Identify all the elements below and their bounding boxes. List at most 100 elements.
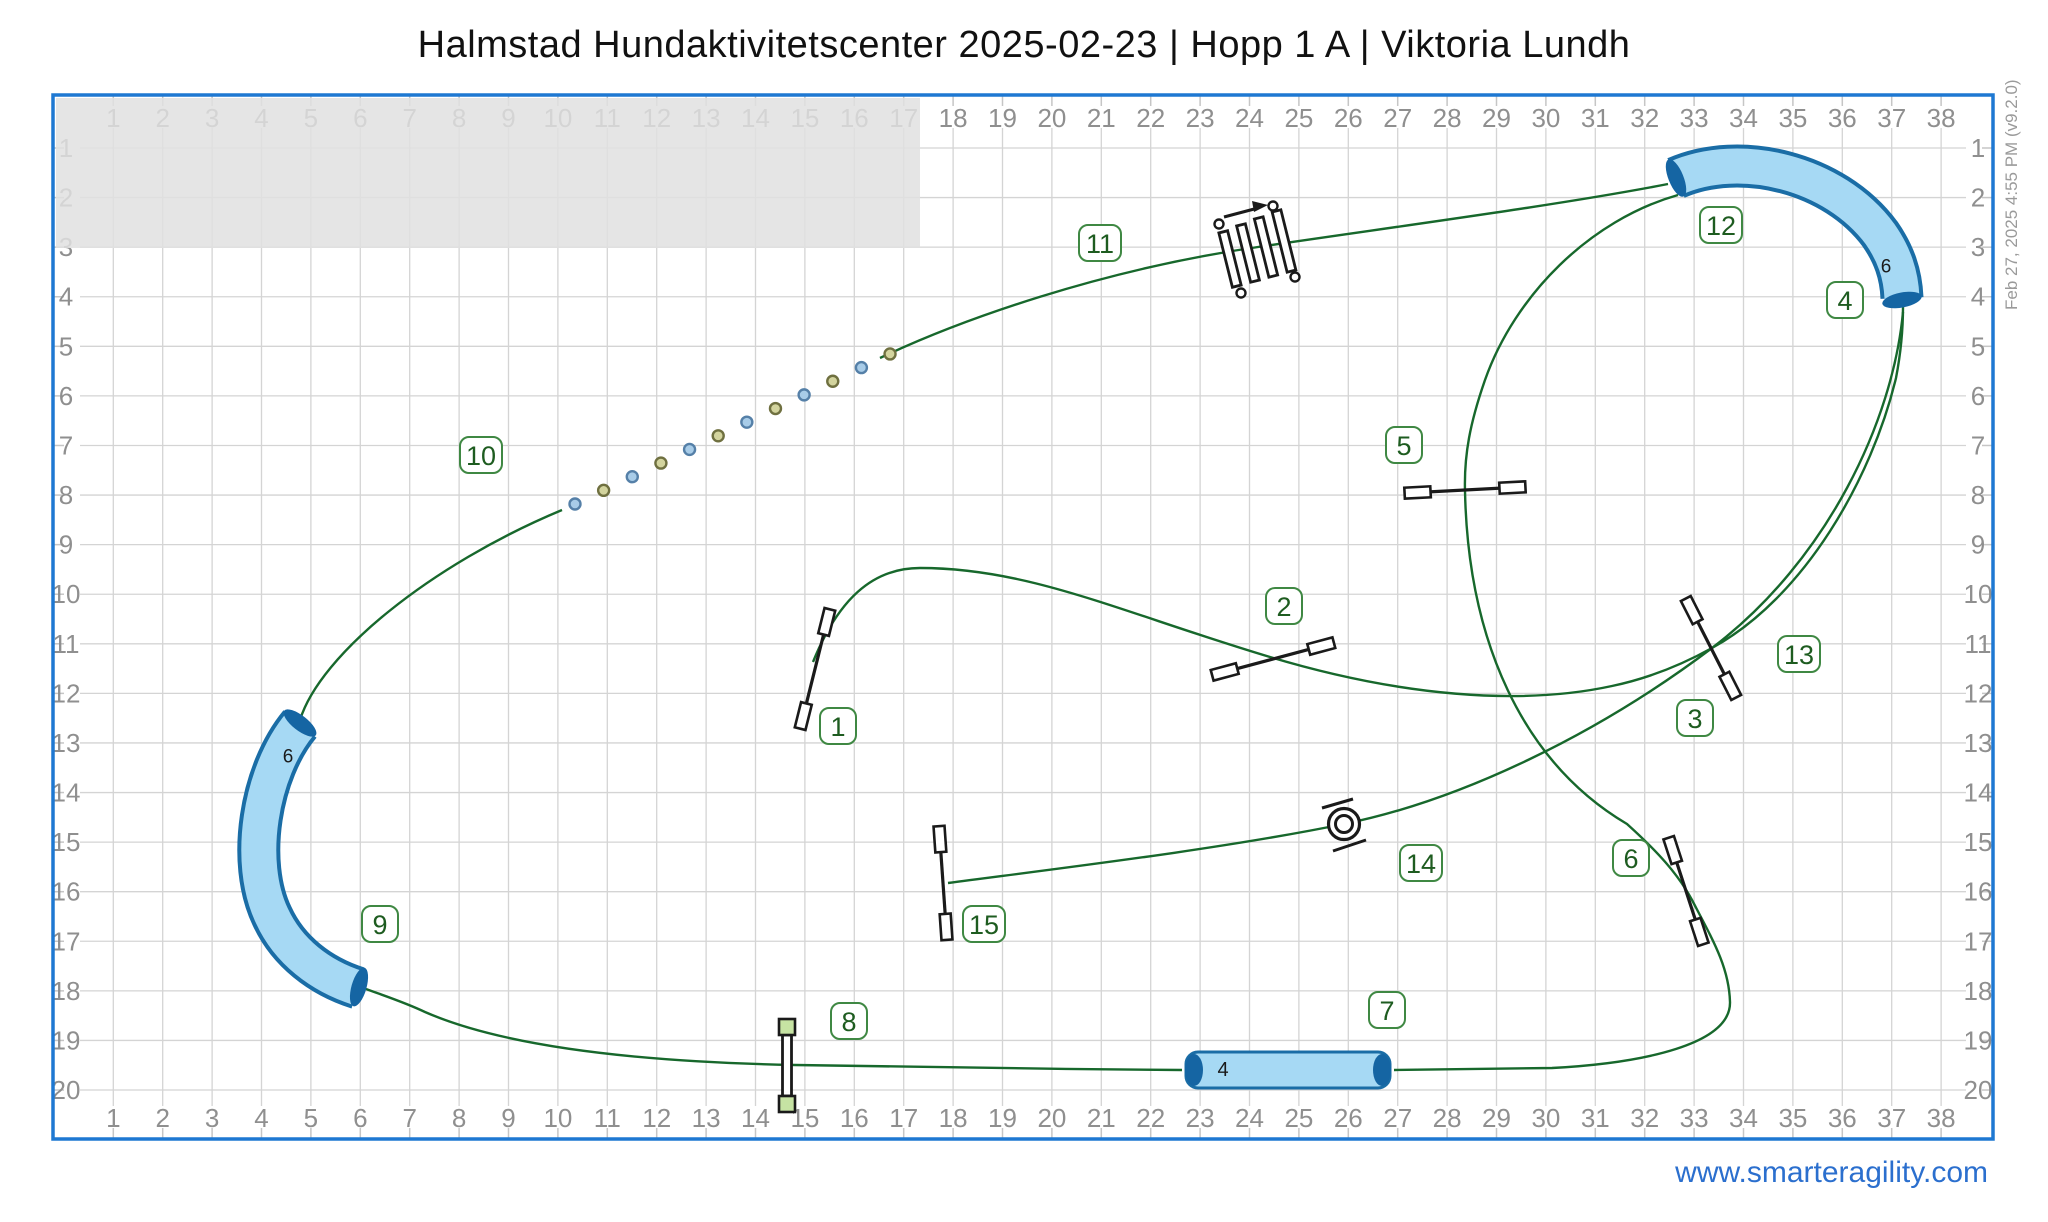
axis-label-right: 12 (1964, 678, 1993, 708)
axis-label-bottom: 6 (353, 1103, 367, 1133)
axis-label-bottom: 35 (1778, 1103, 1807, 1133)
axis-label-top: 20 (1037, 103, 1066, 133)
axis-label-right: 11 (1965, 629, 1992, 659)
axis-label-bottom: 30 (1531, 1103, 1560, 1133)
axis-label-bottom: 23 (1186, 1103, 1215, 1133)
axis-label-left: 7 (59, 430, 73, 460)
obstacle-label-number: 13 (1784, 640, 1814, 670)
obstacle-label-box (830, 1002, 868, 1040)
axis-label-right: 9 (1971, 530, 1985, 560)
jump-8-bar (781, 1033, 793, 1098)
axis-label-right: 16 (1964, 877, 1993, 907)
weave-pole (740, 415, 754, 429)
long-jump-slat (1234, 222, 1262, 284)
obstacle-label-number: 15 (969, 910, 999, 940)
axis-label-left: 13 (52, 728, 81, 758)
direction-arrow-head (1252, 201, 1268, 212)
axis-label-top: 23 (1186, 103, 1215, 133)
axis-label-bottom: 2 (155, 1103, 169, 1133)
long-jump-slat (1252, 215, 1280, 279)
axis-label-bottom: 10 (543, 1103, 572, 1133)
axis-label-right: 13 (1964, 728, 1993, 758)
obstacle-label-box (1265, 587, 1303, 625)
axis-label-left: 18 (52, 976, 81, 1006)
axis-label-top: 22 (1136, 103, 1165, 133)
obstacle-label-9: 9 (361, 905, 399, 943)
jump-1-wing (793, 700, 814, 732)
axis-label-bottom: 26 (1334, 1103, 1363, 1133)
tunnel-12-4-length-label: 6 (1881, 257, 1892, 278)
obstacle-label-15: 15 (962, 905, 1006, 943)
axis-label-top: 25 (1284, 103, 1313, 133)
axis-label-bottom: 7 (402, 1103, 416, 1133)
path-12-to-15 (947, 311, 1905, 885)
obstacle-label-box (1368, 991, 1406, 1029)
obstacle-label-box (361, 905, 399, 943)
obstacle-label-number: 12 (1706, 211, 1736, 241)
axis-label-bottom: 3 (205, 1103, 219, 1133)
tire-jump-14 (1321, 797, 1367, 853)
weave-pole (568, 497, 582, 511)
tunnel-9-mouth (283, 709, 317, 737)
axis-label-right: 17 (1964, 926, 1993, 956)
jump-15-wing (932, 824, 948, 854)
obstacle-label-8: 8 (830, 1002, 868, 1040)
axis-label-bottom: 11 (594, 1103, 621, 1133)
axis-label-left: 9 (59, 530, 73, 560)
weave-pole (625, 470, 639, 484)
axis-label-left: 12 (52, 678, 81, 708)
long-jump-corner-pole (1289, 271, 1301, 283)
axis-label-right: 3 (1971, 232, 1985, 262)
course-path (298, 182, 1905, 1072)
jump-15-wing (938, 912, 954, 942)
axis-label-bottom: 33 (1680, 1103, 1709, 1133)
field-border (51, 93, 1995, 1141)
jump-5-wing (1402, 484, 1433, 501)
print-timestamp-note: Feb 27, 2025 4:55 PM (v9.2.0) (2002, 79, 2021, 310)
obstacle-label-5: 5 (1385, 426, 1423, 464)
axis-label-top: 35 (1778, 103, 1807, 133)
axis-label-top: 33 (1680, 103, 1709, 133)
tunnel-12-4-mouth (1665, 159, 1687, 197)
tire-inner-ring (1334, 814, 1354, 834)
axis-label-left: 10 (52, 579, 81, 609)
tunnel-7: 4 (1184, 1050, 1392, 1090)
jump-1-wing (816, 606, 837, 638)
obstacle-label-number: 11 (1086, 229, 1114, 259)
obstacle-label-box (1612, 839, 1650, 877)
obstacle-label-14: 14 (1399, 844, 1443, 882)
jump-3-13-wing (1717, 670, 1743, 702)
obstacle-label-number: 4 (1837, 286, 1852, 316)
obstacle-label-number: 1 (830, 712, 845, 742)
weave-pole (711, 429, 725, 443)
jump-5-bar (1417, 485, 1513, 495)
obstacle-label-13: 13 (1777, 635, 1821, 673)
axis-label-top: 19 (988, 103, 1017, 133)
jump-8-post (777, 1094, 797, 1114)
tunnel-7-mouth (1373, 1054, 1391, 1086)
obstacle-label-box (1826, 281, 1864, 319)
axis-label-bottom: 24 (1235, 1103, 1264, 1133)
axis-label-left: 20 (52, 1075, 81, 1105)
axis-label-top: 21 (1087, 103, 1116, 133)
path-7-to-9 (365, 987, 1183, 1072)
obstacle-label-11: 11 (1078, 224, 1122, 262)
axis-label-right: 1 (1971, 133, 1985, 163)
jump-2-wing (1305, 635, 1337, 657)
tire-frame-bar (1321, 797, 1354, 810)
jump-6-wing (1661, 834, 1684, 866)
weave-pole (883, 347, 897, 361)
jump-1-bar (801, 621, 829, 717)
jump-5-wing (1497, 479, 1528, 496)
obstacle-label-7: 7 (1368, 991, 1406, 1029)
axis-label-bottom: 28 (1433, 1103, 1462, 1133)
obstacle-label-number: 10 (466, 441, 496, 471)
jump-2-wing (1209, 661, 1241, 683)
axis-label-bottom: 13 (692, 1103, 721, 1133)
tunnel-7-mouth (1185, 1054, 1203, 1086)
axis-label-bottom: 17 (889, 1103, 918, 1133)
grid: 1122334455667788991010111112121313141415… (52, 96, 1993, 1138)
axis-label-bottom: 9 (501, 1103, 515, 1133)
axis-label-right: 15 (1964, 827, 1993, 857)
legend-overlay-box (56, 98, 920, 248)
